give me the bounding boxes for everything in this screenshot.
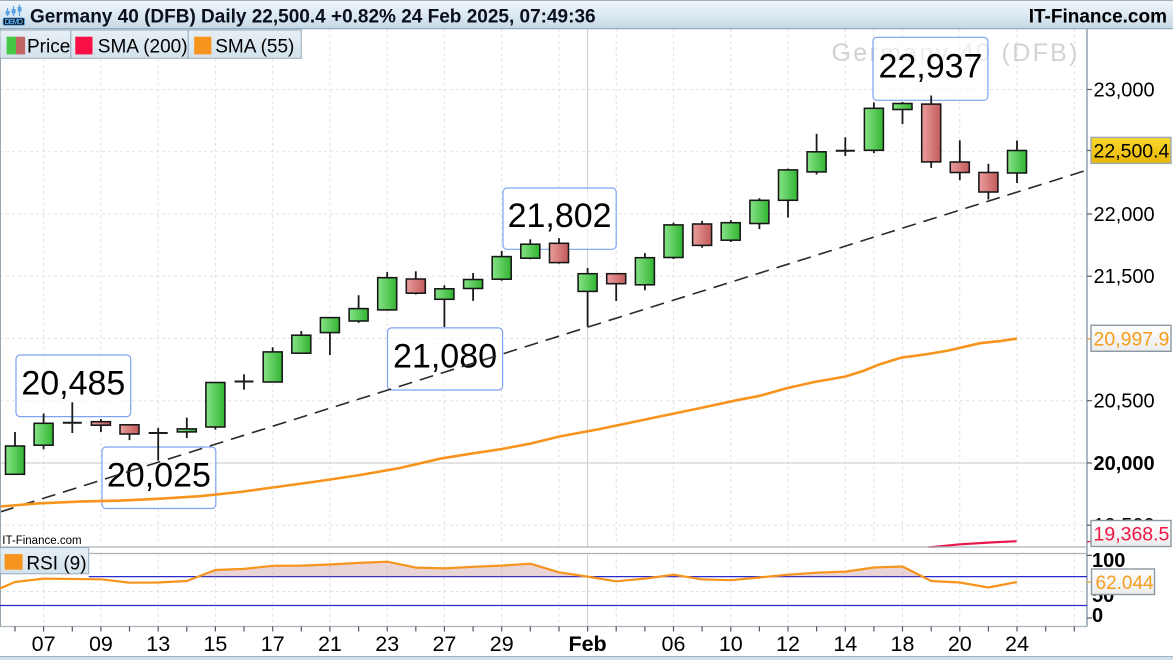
svg-text:100: 100 <box>1092 550 1125 572</box>
svg-text:29: 29 <box>490 632 514 656</box>
svg-text:15: 15 <box>203 632 227 656</box>
svg-text:07: 07 <box>32 632 56 656</box>
svg-text:12: 12 <box>776 632 800 656</box>
svg-text:21,500: 21,500 <box>1094 266 1155 288</box>
svg-text:20,485: 20,485 <box>21 364 125 402</box>
svg-text:23: 23 <box>375 632 399 656</box>
svg-text:DEMO: DEMO <box>5 17 24 26</box>
svg-text:SMA (200): SMA (200) <box>98 37 188 58</box>
svg-text:Feb: Feb <box>568 632 606 656</box>
svg-text:09: 09 <box>89 632 113 656</box>
svg-text:14: 14 <box>833 632 857 656</box>
svg-text:17: 17 <box>261 632 285 656</box>
svg-text:19,368.5: 19,368.5 <box>1094 524 1170 546</box>
svg-text:RSI (9): RSI (9) <box>26 553 86 574</box>
svg-text:21: 21 <box>318 632 342 656</box>
svg-text:20,500: 20,500 <box>1094 391 1155 413</box>
svg-text:21,802: 21,802 <box>508 197 612 235</box>
svg-text:24: 24 <box>1005 632 1029 656</box>
svg-text:06: 06 <box>662 632 686 656</box>
svg-text:IT-Finance.com: IT-Finance.com <box>2 535 81 547</box>
svg-text:SMA (55): SMA (55) <box>215 37 294 58</box>
svg-text:22,937: 22,937 <box>878 47 982 85</box>
svg-text:62.044: 62.044 <box>1096 573 1155 594</box>
svg-text:27: 27 <box>432 632 456 656</box>
svg-text:23,000: 23,000 <box>1094 80 1155 102</box>
svg-text:21,080: 21,080 <box>393 337 497 375</box>
svg-text:22,500.4: 22,500.4 <box>1094 140 1170 162</box>
svg-text:13: 13 <box>146 632 170 656</box>
svg-text:22,000: 22,000 <box>1094 204 1155 226</box>
svg-text:10: 10 <box>719 632 743 656</box>
svg-text:20,000: 20,000 <box>1094 453 1155 475</box>
svg-text:IT-Finance.com: IT-Finance.com <box>1029 6 1167 27</box>
svg-text:Germany 40 (DFB) Daily 22,500.: Germany 40 (DFB) Daily 22,500.4 +0.82% 2… <box>30 6 596 27</box>
svg-text:0: 0 <box>1092 605 1103 627</box>
svg-text:20,997.9: 20,997.9 <box>1094 328 1170 350</box>
svg-text:20: 20 <box>948 632 972 656</box>
svg-text:18: 18 <box>891 632 915 656</box>
svg-text:Price: Price <box>27 37 70 58</box>
